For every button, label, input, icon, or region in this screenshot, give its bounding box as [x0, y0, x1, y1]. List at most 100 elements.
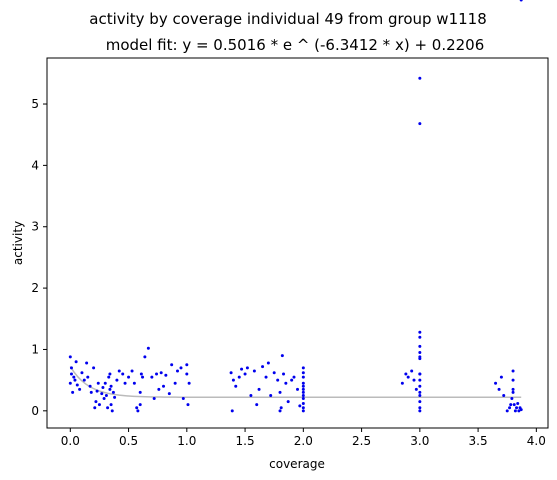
data-point — [127, 375, 131, 379]
data-point — [132, 381, 136, 385]
data-point — [78, 387, 82, 391]
data-point — [272, 371, 276, 375]
data-point — [278, 390, 282, 394]
data-point — [418, 344, 422, 348]
data-point — [96, 381, 100, 385]
data-point — [115, 378, 119, 382]
data-point — [502, 393, 506, 397]
data-point — [186, 403, 190, 407]
data-point — [276, 378, 280, 382]
data-point — [92, 366, 96, 370]
data-point — [113, 395, 117, 399]
data-point — [406, 375, 410, 379]
x-tick-label: 0.0 — [61, 434, 80, 448]
x-tick-label: 4.0 — [527, 434, 546, 448]
data-point — [94, 400, 98, 404]
y-axis-label: activity — [11, 221, 25, 265]
data-point — [418, 76, 422, 80]
data-point — [301, 384, 305, 388]
data-point — [185, 363, 189, 367]
data-point — [404, 372, 408, 376]
y-axis: 0 1 2 3 4 5 — [31, 97, 47, 418]
x-axis-label: coverage — [269, 457, 325, 471]
data-point — [185, 372, 189, 376]
data-point — [418, 400, 422, 404]
data-point — [418, 335, 422, 339]
data-point — [412, 378, 416, 382]
data-point — [150, 375, 154, 379]
data-point — [512, 403, 516, 407]
x-tick-label: 2.5 — [352, 434, 371, 448]
data-point — [240, 367, 244, 371]
data-point — [517, 409, 521, 413]
data-point — [173, 381, 177, 385]
data-point — [255, 403, 259, 407]
data-point — [108, 387, 112, 391]
x-tick-label: 2.0 — [294, 434, 313, 448]
data-point — [231, 378, 235, 382]
data-point — [117, 369, 121, 373]
data-point — [138, 403, 142, 407]
data-point — [146, 346, 150, 350]
x-tick-label: 3.0 — [410, 434, 429, 448]
data-point — [301, 393, 305, 397]
data-point — [229, 371, 233, 375]
data-point — [107, 375, 111, 379]
data-point — [243, 372, 247, 376]
data-point — [266, 361, 270, 365]
data-point — [511, 390, 515, 394]
data-point — [418, 330, 422, 334]
data-point — [284, 381, 288, 385]
y-tick-label: 5 — [31, 97, 39, 111]
data-point — [269, 393, 273, 397]
data-point — [68, 381, 72, 385]
data-point — [301, 406, 305, 410]
data-point — [170, 363, 174, 367]
data-point — [109, 384, 113, 388]
data-point — [499, 375, 503, 379]
data-point — [301, 397, 305, 401]
data-point — [261, 365, 265, 369]
data-point — [508, 406, 512, 410]
x-tick-label: 3.5 — [469, 434, 488, 448]
data-point — [155, 372, 159, 376]
data-point — [123, 381, 127, 385]
data-point — [418, 384, 422, 388]
x-tick-label: 0.5 — [119, 434, 138, 448]
data-point — [301, 366, 305, 370]
data-point — [301, 409, 305, 413]
data-point — [130, 369, 134, 373]
data-point — [301, 401, 305, 405]
data-point — [516, 401, 520, 405]
data-point — [245, 366, 249, 370]
fit-curve-layer — [69, 366, 522, 399]
data-point — [104, 393, 108, 397]
fit-curve — [69, 366, 522, 399]
data-point — [175, 369, 179, 373]
data-point — [162, 384, 166, 388]
data-point — [511, 378, 515, 382]
x-tick-label: 1.0 — [177, 434, 196, 448]
data-point — [85, 361, 89, 365]
data-point — [519, 0, 523, 2]
data-point — [95, 389, 99, 393]
data-point — [234, 384, 238, 388]
data-point — [157, 387, 161, 391]
data-point — [418, 372, 422, 376]
chart-title: activity by coverage individual 49 from … — [89, 10, 487, 28]
data-point — [93, 406, 97, 410]
data-point — [280, 354, 284, 358]
data-point — [264, 375, 268, 379]
data-point — [106, 406, 110, 410]
plot-area-frame — [46, 57, 549, 429]
data-point — [290, 378, 294, 382]
data-point — [296, 387, 299, 391]
data-point — [237, 375, 241, 379]
y-tick-label: 1 — [31, 342, 39, 356]
data-point — [111, 390, 115, 394]
data-point — [510, 397, 514, 401]
data-point — [71, 390, 75, 394]
data-point — [505, 409, 509, 413]
data-point — [181, 397, 185, 401]
data-point — [89, 390, 93, 394]
